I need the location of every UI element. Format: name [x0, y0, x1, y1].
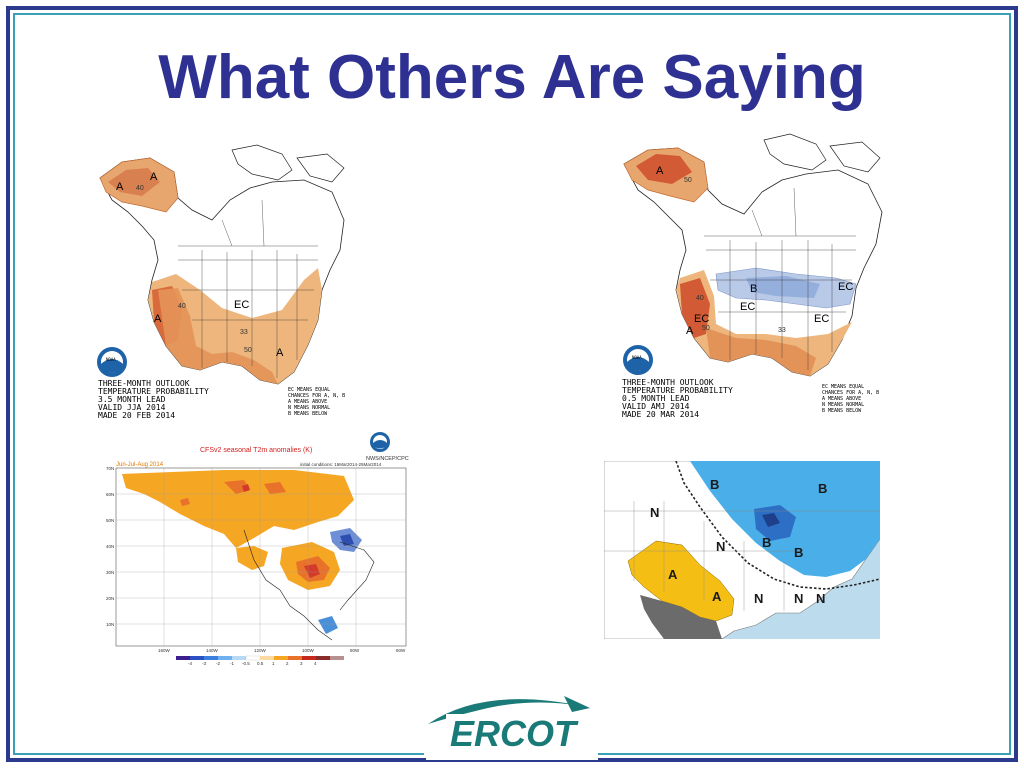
map-jja-label-ec: EC — [234, 299, 249, 311]
cfs-cbar-tick-8: 2 — [286, 661, 289, 666]
cfs-cbar-tick-6: 0.5 — [257, 661, 264, 666]
map-amj-label-ec3: EC — [694, 313, 709, 325]
cfs-ytick-20n: 20N — [106, 596, 114, 601]
slide-frame-outer — [6, 6, 1018, 762]
cfs-init: initial conditions: 16Mar2014-25Mar2014 — [300, 462, 382, 467]
map-jja-caption-3: 3.5 MONTH LEAD — [98, 395, 166, 404]
cfs-xtick-60w: 60W — [396, 648, 406, 653]
map-jja-label-50: 50 — [244, 347, 252, 354]
map-jja-label-a3: A — [154, 313, 162, 325]
map-jja-label-33: 33 — [240, 329, 248, 336]
map-amj-label-a2: A — [686, 325, 694, 337]
cfs-agency: NWS/NCEP/CPC — [366, 456, 409, 462]
forecast-label-n3: N — [754, 591, 763, 606]
cfs-colorbar — [176, 655, 344, 661]
map-amj-legend-2: CHANCES FOR A, N, B — [822, 390, 879, 396]
cfs-xtick-140w: 140W — [206, 648, 219, 653]
cfs-ytick-60n: 60N — [106, 492, 114, 497]
cfs-ytick-70n: 70N — [106, 466, 114, 471]
map-amj-panel: A 50 B EC 40 EC EC EC A 50 33 NOAA THREE… — [606, 128, 900, 418]
cfs-cbar-tick-10: 4 — [314, 661, 317, 666]
map-jja-legend-3: A MEANS ABOVE — [288, 399, 327, 405]
forecast-map-svg: B B B B N N N N N A A — [604, 461, 880, 639]
map-amj-label-ec2: EC — [740, 301, 755, 313]
forecast-label-a1: A — [668, 567, 678, 582]
ercot-logo-svg: ERCOT — [428, 696, 590, 754]
cfs-map-panel: CFSv2 seasonal T2m anomalies (K) NWS/NCE… — [104, 430, 420, 666]
map-jja-label-40a: 40 — [136, 185, 144, 192]
ercot-logo: ERCOT — [424, 684, 596, 756]
map-jja-legend-5: B MEANS BELOW — [288, 411, 328, 417]
cfs-ytick-50n: 50N — [106, 518, 114, 523]
map-amj-label-a1: A — [656, 165, 664, 177]
map-jja-label-a4: A — [276, 347, 284, 359]
forecast-label-n5: N — [816, 591, 825, 606]
map-jja-label-a1: A — [116, 181, 124, 193]
map-amj-caption-5: MADE 20 MAR 2014 — [622, 410, 699, 418]
map-amj-label-ec1: EC — [838, 281, 853, 293]
noaa-logo-text: NOAA — [106, 357, 116, 362]
cfs-xtick-120w: 120W — [254, 648, 267, 653]
ercot-swoosh-icon — [428, 699, 582, 724]
map-jja-caption-2: TEMPERATURE PROBABILITY — [98, 387, 209, 396]
cfs-cbar-tick-1: -4 — [188, 661, 192, 666]
map-amj-label-40: 40 — [696, 295, 704, 302]
map-jja-svg: A A 40 A 40 EC 33 50 A NOAA THREE-MONTH … — [97, 144, 345, 420]
map-jja-label-a2: A — [150, 171, 158, 183]
cfs-ytick-40n: 40N — [106, 544, 114, 549]
map-amj-label-33: 33 — [778, 327, 786, 334]
forecast-label-n1: N — [650, 505, 659, 520]
map-jja-legend-1: EC MEANS EQUAL — [288, 387, 330, 393]
map-amj-legend-5: B MEANS BELOW — [822, 408, 862, 414]
forecast-label-n2: N — [716, 539, 725, 554]
noaa-logo-icon — [370, 432, 390, 452]
cfs-xtick-160w: 160W — [158, 648, 171, 653]
map-jja-label-40b: 40 — [178, 303, 186, 310]
forecast-label-b2: B — [818, 481, 827, 496]
map-jja-legend-2: CHANCES FOR A, N, B — [288, 393, 345, 399]
forecast-label-n4: N — [794, 591, 803, 606]
ercot-arrow-icon — [564, 696, 590, 712]
map-jja-panel: A A 40 A 40 EC 33 50 A NOAA THREE-MONTH … — [82, 140, 364, 422]
map-jja-legend-4: N MEANS NORMAL — [288, 405, 330, 411]
cfs-ytick-30n: 30N — [106, 570, 114, 575]
cfs-map-svg: CFSv2 seasonal T2m anomalies (K) NWS/NCE… — [106, 432, 409, 666]
map-amj-label-50b: 50 — [702, 325, 710, 332]
cfs-cbar-tick-4: -1 — [230, 661, 234, 666]
forecast-label-b3: B — [762, 535, 771, 550]
forecast-map-panel: B B B B N N N N N A A — [604, 461, 880, 639]
cfs-cbar-tick-2: -3 — [202, 661, 206, 666]
map-amj-legend-1: EC MEANS EQUAL — [822, 384, 864, 390]
forecast-label-a2: A — [712, 589, 722, 604]
map-amj-label-ec4: EC — [814, 313, 829, 325]
noaa-logo-icon: NOAA — [623, 345, 653, 375]
map-amj-caption-3: 0.5 MONTH LEAD — [622, 394, 690, 403]
forecast-label-b1: B — [710, 477, 719, 492]
map-amj-svg: A 50 B EC 40 EC EC EC A 50 33 NOAA THREE… — [622, 133, 883, 418]
cfs-cbar-tick-5: -0.5 — [242, 661, 250, 666]
cfs-period: Jun-Jul-Aug 2014 — [116, 462, 164, 468]
map-jja-caption-4: VALID JJA 2014 — [98, 403, 166, 412]
cfs-cbar-tick-7: 1 — [272, 661, 275, 666]
map-jja-caption-5: MADE 20 FEB 2014 — [98, 411, 175, 420]
cfs-title: CFSv2 seasonal T2m anomalies (K) — [200, 447, 312, 454]
cfs-cbar-tick-3: -2 — [216, 661, 220, 666]
noaa-logo-icon: NOAA — [97, 347, 127, 377]
cfs-cbar-tick-9: 3 — [300, 661, 303, 666]
cfs-xtick-100w: 100W — [302, 648, 315, 653]
noaa-logo-text: NOAA — [632, 355, 642, 360]
slide-title: What Others Are Saying — [158, 43, 866, 112]
map-jja-caption-1: THREE-MONTH OUTLOOK — [98, 379, 190, 388]
map-amj-caption-4: VALID AMJ 2014 — [622, 402, 690, 411]
ercot-logo-text: ERCOT — [450, 713, 579, 754]
map-amj-label-b: B — [750, 283, 757, 295]
map-amj-caption-2: TEMPERATURE PROBABILITY — [622, 386, 733, 395]
map-amj-legend-4: N MEANS NORMAL — [822, 402, 864, 408]
cfs-ytick-10n: 10N — [106, 622, 114, 627]
map-amj-label-50a: 50 — [684, 177, 692, 184]
forecast-label-b4: B — [794, 545, 803, 560]
map-amj-caption-1: THREE-MONTH OUTLOOK — [622, 378, 714, 387]
cfs-xtick-80w: 80W — [350, 648, 360, 653]
map-amj-legend-3: A MEANS ABOVE — [822, 396, 861, 402]
